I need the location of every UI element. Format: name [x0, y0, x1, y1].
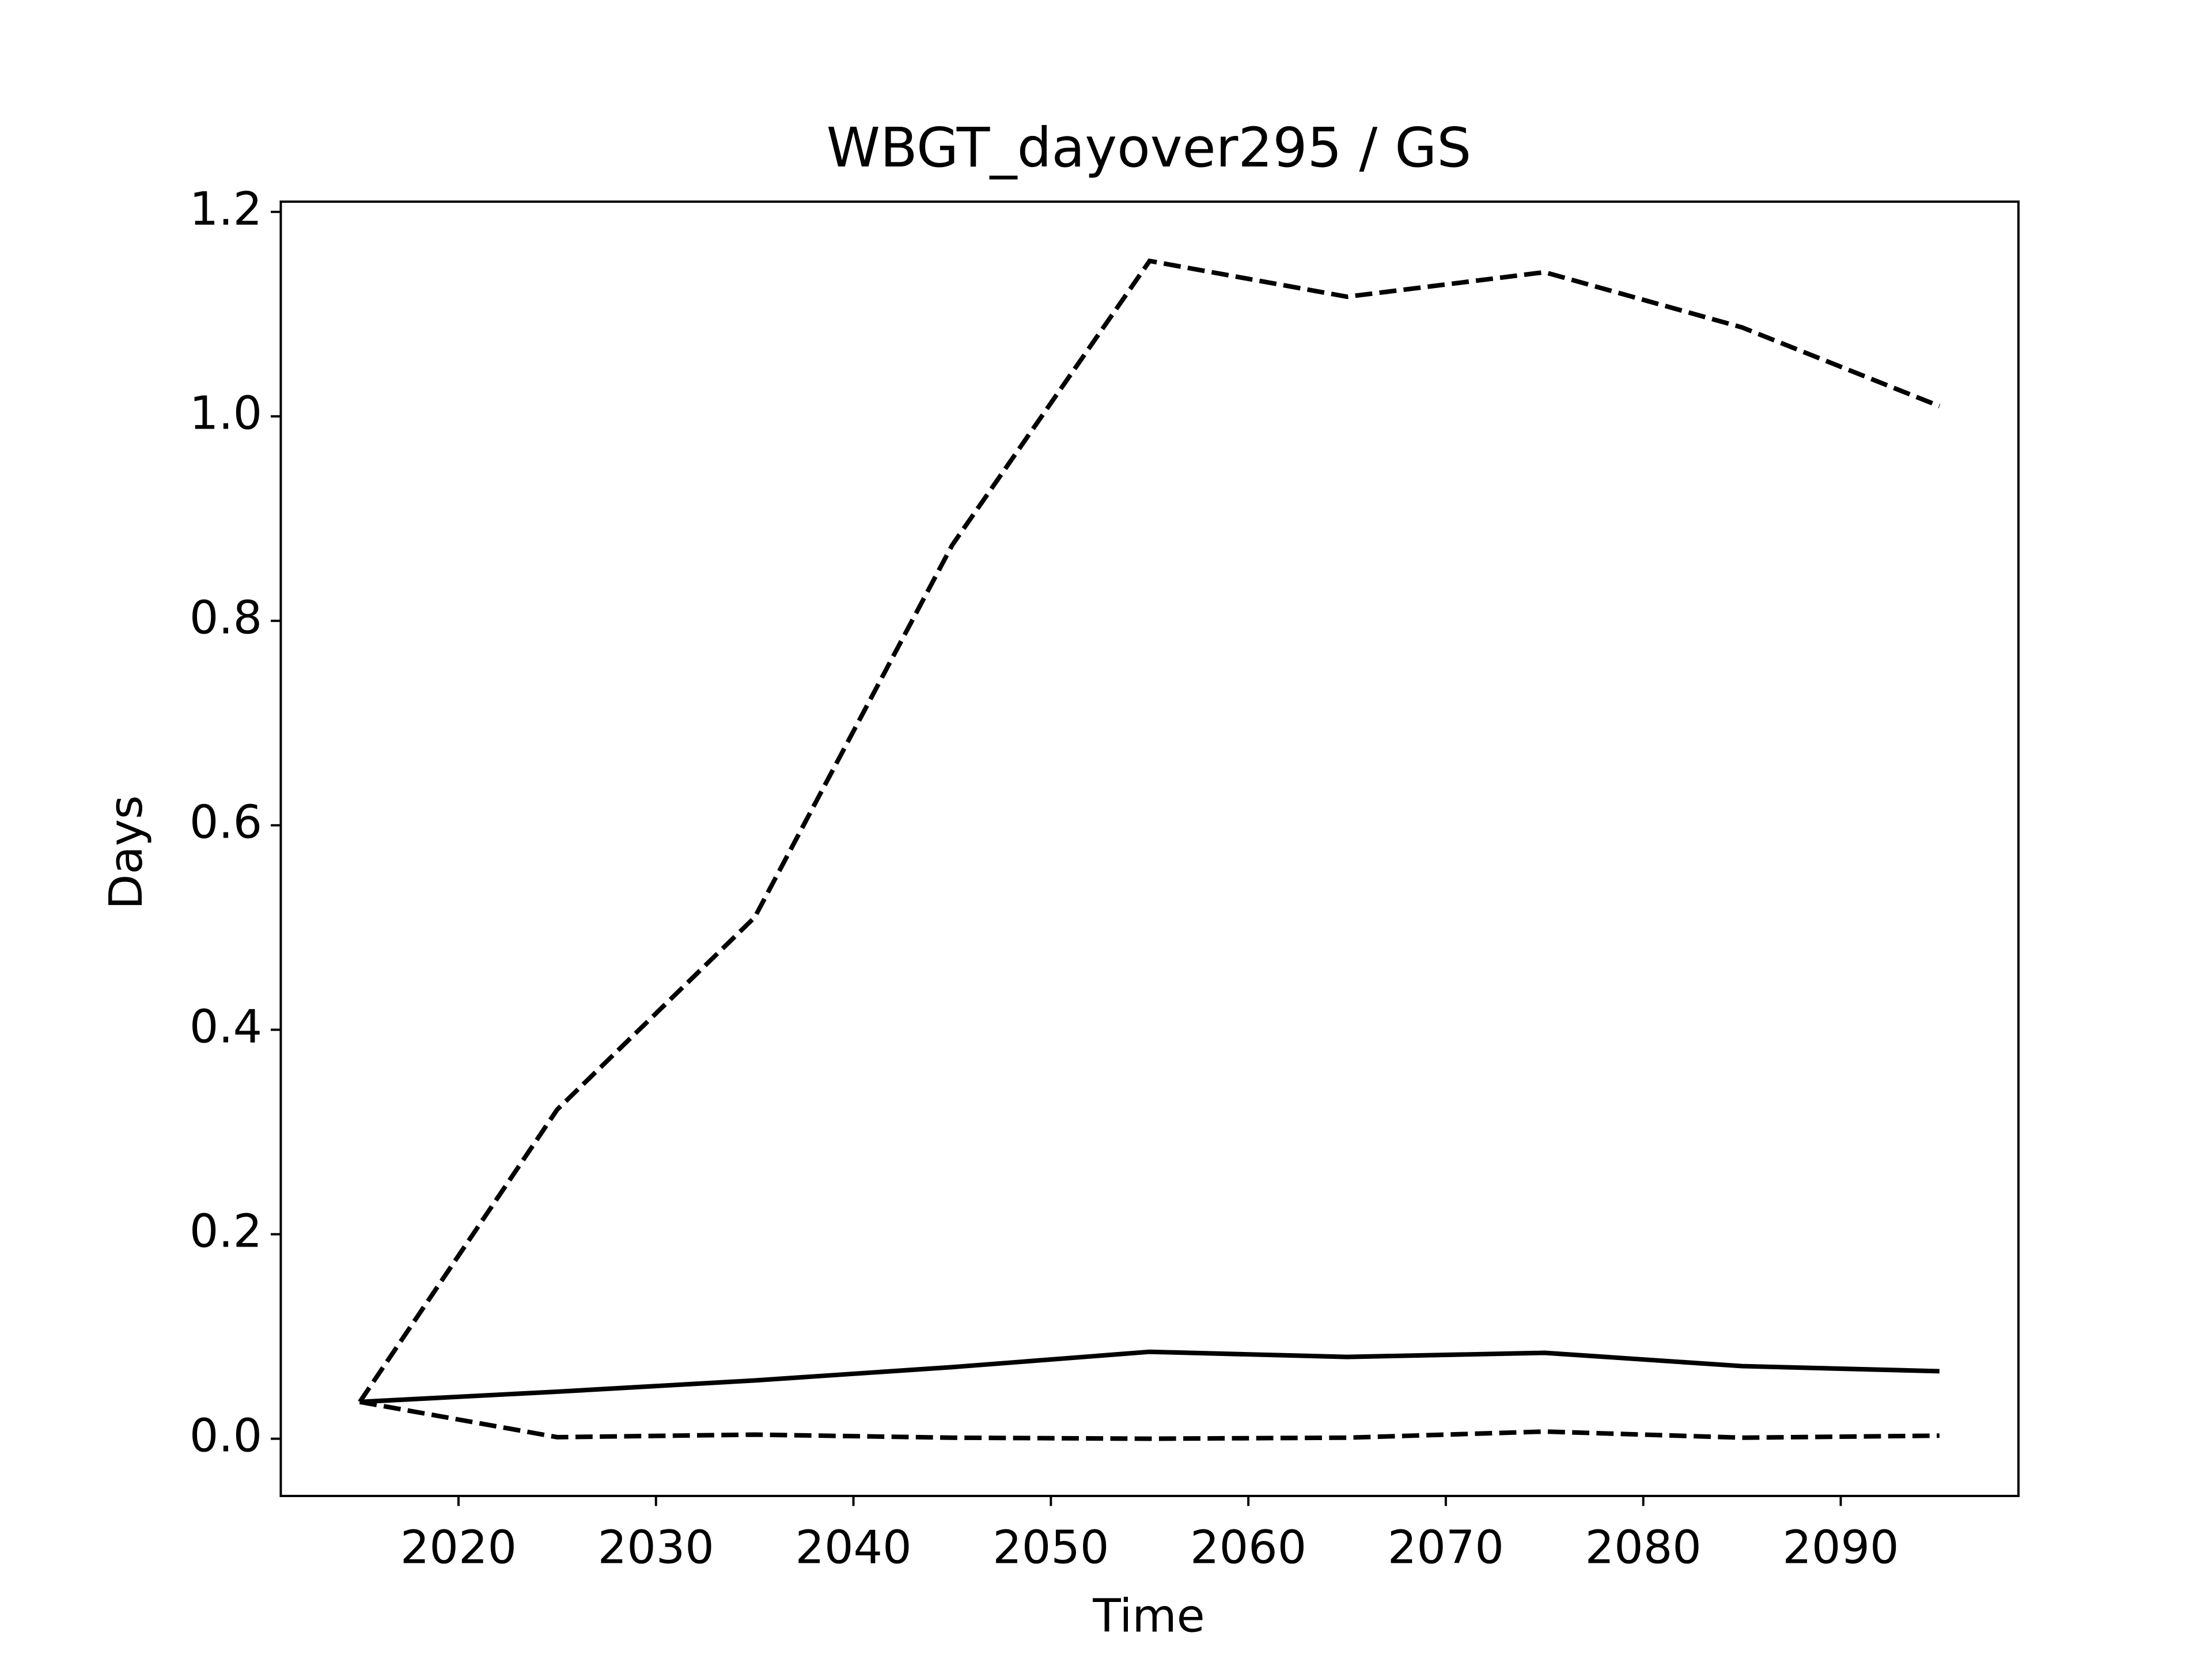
- x-tick-label: 2060: [1190, 1520, 1306, 1574]
- x-tick-label: 2070: [1388, 1520, 1504, 1574]
- x-axis-label: Time: [1092, 1589, 1205, 1642]
- y-tick-label: 0.6: [190, 796, 262, 849]
- y-tick-label: 1.2: [190, 182, 262, 236]
- line-series: [358, 258, 1941, 1403]
- chart-title: WBGT_dayover295 / GS: [827, 116, 1471, 180]
- line-series: [359, 1399, 1940, 1441]
- x-tick-label: 2050: [993, 1520, 1109, 1574]
- y-tick-label: 0.8: [190, 591, 262, 645]
- plot-frame: [279, 200, 2020, 1497]
- x-tick-label: 2040: [795, 1520, 911, 1574]
- x-tick-label: 2030: [598, 1520, 714, 1574]
- y-tick-label: 0.2: [190, 1205, 262, 1258]
- y-tick-label: 0.4: [190, 1000, 262, 1054]
- line-series: [359, 1349, 1940, 1404]
- x-tick-label: 2080: [1585, 1520, 1702, 1574]
- x-tick-label: 2090: [1782, 1520, 1899, 1574]
- y-axis-label: Days: [99, 796, 153, 910]
- y-tick-label: 1.0: [190, 387, 262, 440]
- y-tick-label: 0.0: [190, 1409, 262, 1463]
- x-tick-label: 2020: [400, 1520, 517, 1574]
